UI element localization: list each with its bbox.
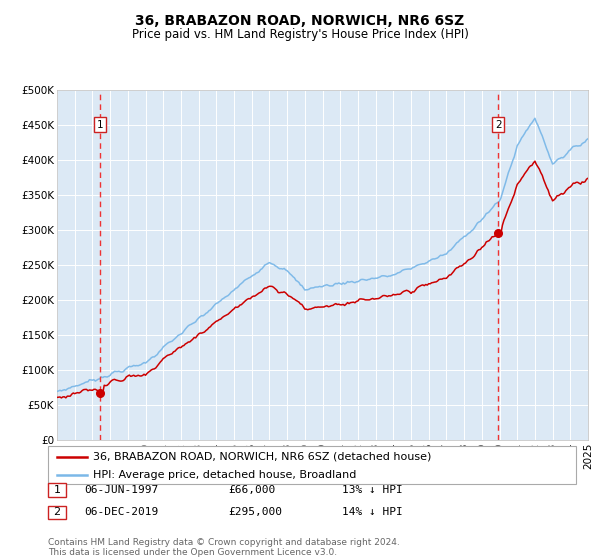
Text: 2: 2 <box>53 507 61 517</box>
Text: HPI: Average price, detached house, Broadland: HPI: Average price, detached house, Broa… <box>93 470 356 480</box>
Text: 1: 1 <box>97 120 104 129</box>
Text: Price paid vs. HM Land Registry's House Price Index (HPI): Price paid vs. HM Land Registry's House … <box>131 28 469 41</box>
Text: 06-JUN-1997: 06-JUN-1997 <box>84 485 158 495</box>
Text: 2: 2 <box>495 120 502 129</box>
Text: £66,000: £66,000 <box>228 485 275 495</box>
Text: 13% ↓ HPI: 13% ↓ HPI <box>342 485 403 495</box>
Text: 14% ↓ HPI: 14% ↓ HPI <box>342 507 403 517</box>
Text: 36, BRABAZON ROAD, NORWICH, NR6 6SZ (detached house): 36, BRABAZON ROAD, NORWICH, NR6 6SZ (det… <box>93 452 431 462</box>
Text: Contains HM Land Registry data © Crown copyright and database right 2024.
This d: Contains HM Land Registry data © Crown c… <box>48 538 400 557</box>
Text: 1: 1 <box>53 485 61 495</box>
Text: £295,000: £295,000 <box>228 507 282 517</box>
Text: 06-DEC-2019: 06-DEC-2019 <box>84 507 158 517</box>
Text: 36, BRABAZON ROAD, NORWICH, NR6 6SZ: 36, BRABAZON ROAD, NORWICH, NR6 6SZ <box>136 14 464 28</box>
